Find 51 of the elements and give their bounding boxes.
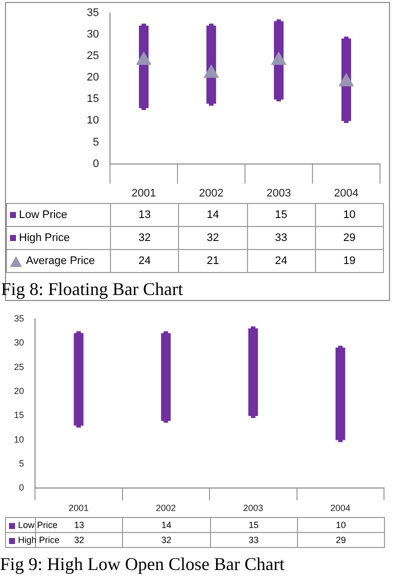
legend-label: Low Price	[19, 209, 68, 221]
y-tick-label: 25	[86, 50, 99, 62]
x-tick-label: 2002	[156, 503, 176, 514]
x-tick-label: 2003	[243, 503, 264, 514]
data-label: 21	[178, 250, 247, 272]
caption: Fig 9: High Low Open Close Bar Chart	[0, 554, 286, 575]
legend-label: High Price	[19, 232, 70, 244]
data-label: 24	[247, 250, 316, 272]
data-label: 14	[122, 518, 210, 532]
x-tick-label: 2001	[68, 503, 89, 514]
data-label: 14	[178, 204, 247, 226]
data-label: 33	[210, 532, 298, 548]
y-tick-label: 0	[18, 482, 24, 493]
data-label: 15	[210, 518, 298, 532]
y-tick-label: 5	[18, 458, 24, 469]
y-tick-label: 0	[92, 158, 99, 170]
data-label: 32	[110, 226, 179, 250]
data-label: 15	[247, 204, 316, 226]
caption: Fig 8: Floating Bar Chart	[1, 279, 184, 300]
x-tick-label: 2001	[132, 187, 156, 200]
y-tick-label: 25	[14, 362, 24, 372]
x-tick-label: 2003	[266, 187, 291, 200]
legend-label: Low Price	[18, 520, 58, 530]
data-label: 32	[122, 532, 210, 548]
data-label: 32	[178, 226, 247, 250]
y-tick-label: 20	[14, 386, 24, 396]
data-label: 24	[110, 250, 179, 272]
x-tick-label: 2002	[199, 187, 224, 200]
data-label: 32	[74, 535, 84, 545]
x-tick-label: 2004	[330, 503, 350, 514]
data-label: 29	[297, 532, 384, 548]
data-label: 33	[247, 226, 316, 250]
y-tick-label: 30	[86, 28, 99, 41]
data-label: 13	[74, 520, 84, 530]
data-label: 13	[110, 204, 179, 226]
y-tick-label: 10	[14, 434, 24, 444]
legend-label: High Price	[18, 535, 60, 545]
data-label: 10	[297, 518, 384, 532]
y-tick-label: 15	[14, 410, 24, 420]
y-tick-label: 10	[86, 114, 99, 127]
x-tick-label: 2004	[334, 187, 358, 200]
data-label: 29	[315, 226, 384, 250]
y-tick-label: 15	[86, 93, 99, 106]
y-tick-label: 35	[86, 7, 99, 20]
y-tick-label: 5	[92, 136, 99, 148]
y-tick-label: 20	[86, 72, 99, 84]
legend-label: Average Price	[26, 255, 95, 267]
y-tick-label: 35	[14, 313, 24, 324]
data-label: 19	[315, 250, 384, 272]
data-label: 10	[315, 204, 384, 226]
y-tick-label: 30	[14, 338, 24, 348]
